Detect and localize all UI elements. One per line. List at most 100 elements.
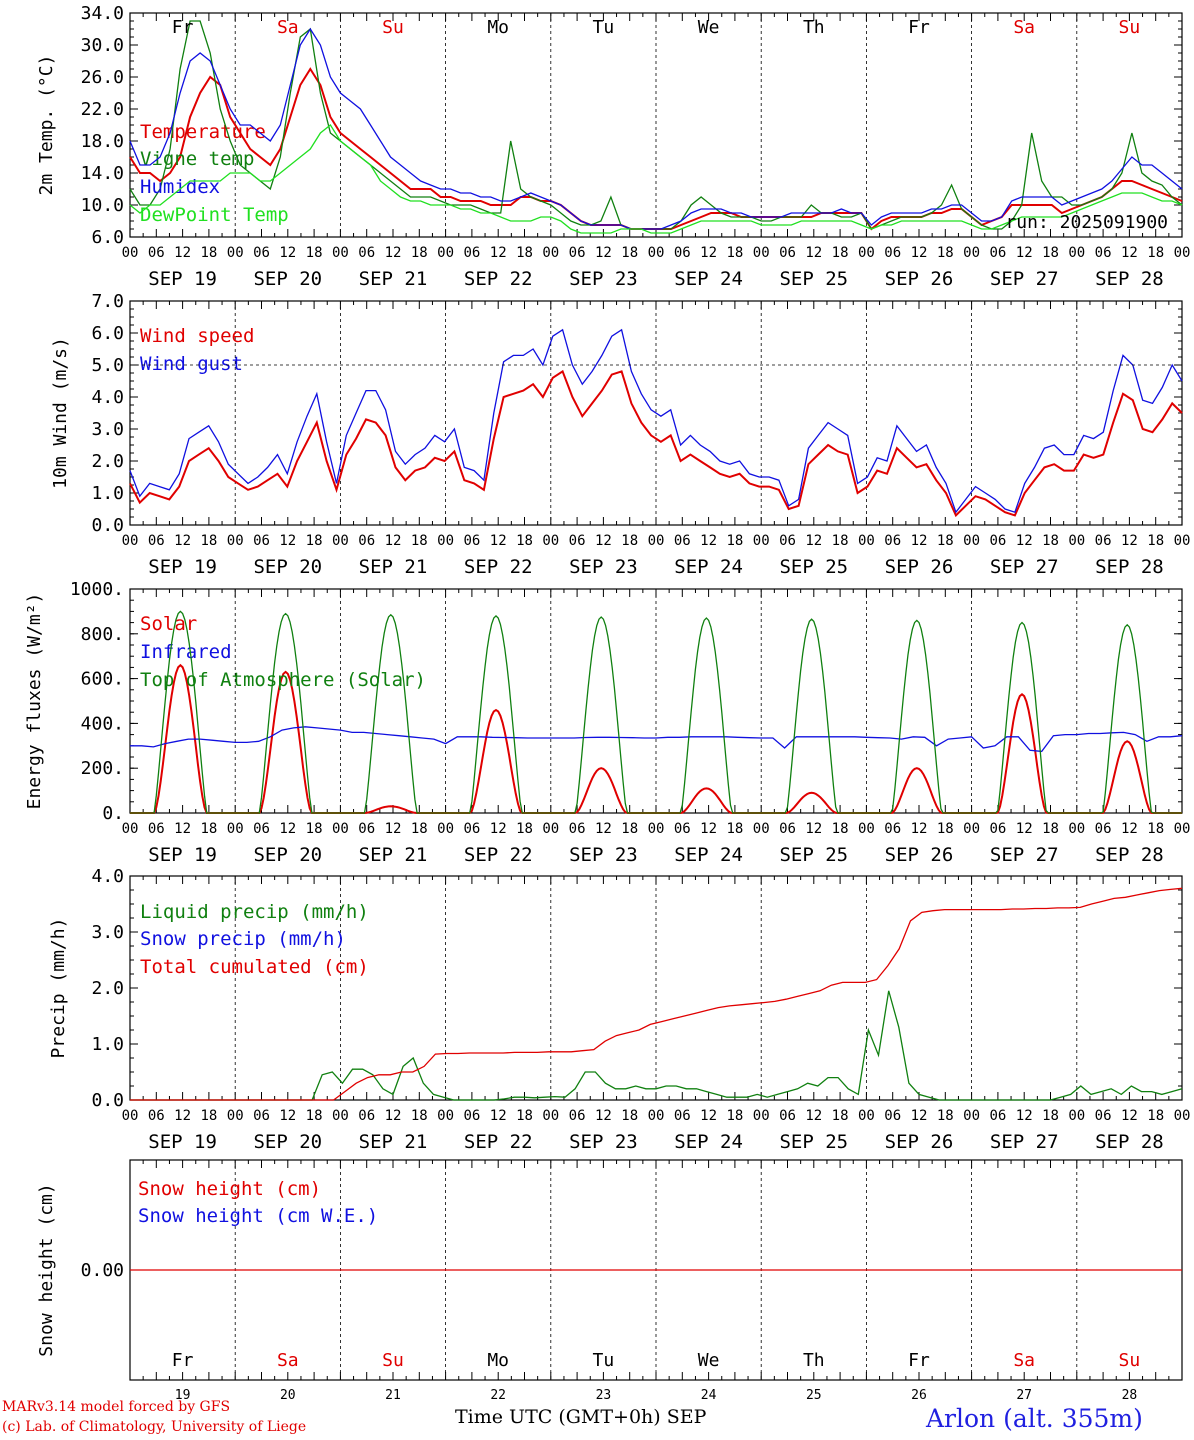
y-tick-label: 800.	[81, 624, 124, 645]
hour-tick-label: 18	[306, 245, 323, 261]
lab-credit: (c) Lab. of Climatology, University of L…	[2, 1419, 307, 1435]
y-tick-label: 34.0	[81, 3, 124, 24]
y-tick-label: 200.	[81, 758, 124, 779]
hour-tick-label: 00	[332, 245, 349, 261]
date-label: SEP 24	[674, 268, 743, 290]
legend-dewpoint-temp: DewPoint Temp	[140, 204, 289, 226]
series-line-infrared	[130, 726, 1183, 753]
series-line-top-of-atmosphere-solar-	[130, 610, 1182, 814]
hour-tick-label: 06	[1095, 245, 1112, 261]
y-axis-label: Energy fluxes (W/m²)	[24, 593, 45, 810]
date-label: SEP 24	[674, 556, 743, 578]
hour-tick-label: 06	[1095, 821, 1112, 837]
location-label: Arlon (alt. 355m)	[926, 1404, 1143, 1433]
y-tick-label: 0.0	[91, 515, 124, 536]
y-tick-label: 400.	[81, 713, 124, 734]
legend-wind-speed: Wind speed	[140, 325, 254, 347]
hour-tick-label: 12	[911, 821, 928, 837]
legend-wind-gust: Wind gust	[140, 353, 243, 375]
hour-tick-label: 18	[411, 245, 428, 261]
hour-tick-label: 06	[253, 533, 270, 549]
hour-tick-label: 00	[122, 245, 139, 261]
hour-tick-label: 18	[726, 533, 743, 549]
hour-tick-label: 18	[621, 1108, 638, 1124]
weekday-label: Sa	[277, 1350, 299, 1371]
hour-tick-label: 18	[516, 821, 533, 837]
hour-tick-label: 06	[779, 1108, 796, 1124]
hour-tick-label: 06	[358, 1108, 375, 1124]
hour-tick-label: 18	[937, 245, 954, 261]
hour-tick-label: 06	[253, 821, 270, 837]
hour-tick-label: 18	[200, 533, 217, 549]
date-label: SEP 22	[464, 1131, 533, 1153]
y-tick-label: 7.0	[91, 291, 124, 312]
legend-snow-precip-mm-h-: Snow precip (mm/h)	[140, 928, 346, 950]
day-number: 26	[911, 1388, 927, 1403]
hour-tick-label: 12	[700, 533, 717, 549]
day-number: 27	[1016, 1388, 1032, 1403]
legend-solar: Solar	[140, 613, 197, 635]
date-label: SEP 25	[779, 268, 848, 290]
legend-liquid-precip-mm-h-: Liquid precip (mm/h)	[140, 901, 369, 923]
date-label: SEP 26	[885, 268, 954, 290]
hour-tick-label: 00	[227, 1108, 244, 1124]
hour-tick-label: 18	[1042, 1108, 1059, 1124]
hour-tick-label: 18	[937, 1108, 954, 1124]
y-tick-label: 26.0	[81, 67, 124, 88]
hour-tick-label: 06	[569, 821, 586, 837]
hour-tick-label: 12	[385, 245, 402, 261]
panel-2: 0.0 1.0 2.0 3.0 4.0 5.0 6.0 7.0 10m Wind (m/s) 00…	[50, 291, 1190, 578]
date-label: SEP 21	[359, 268, 428, 290]
panel-frame	[129, 588, 1183, 814]
hour-tick-label: 00	[542, 245, 559, 261]
hour-tick-label: 00	[963, 245, 980, 261]
hour-tick-label: 18	[306, 533, 323, 549]
date-label: SEP 22	[464, 844, 533, 866]
date-label: SEP 24	[674, 844, 743, 866]
weekday-label: Sa	[1013, 1350, 1035, 1371]
hour-tick-label: 06	[148, 245, 165, 261]
weekday-label: Th	[803, 1350, 825, 1371]
y-tick-label: 18.0	[81, 131, 124, 152]
hour-tick-label: 00	[1068, 533, 1085, 549]
hour-tick-label: 00	[648, 821, 665, 837]
weekday-label: Mo	[487, 17, 509, 38]
hour-tick-label: 00	[437, 533, 454, 549]
date-label: SEP 21	[359, 1131, 428, 1153]
hour-tick-label: 12	[174, 821, 191, 837]
hour-tick-label: 00	[858, 533, 875, 549]
panel-5: 0.00 Snow height (cm) Snow height (cm) Snow…	[36, 1159, 1183, 1403]
hour-tick-label: 18	[621, 245, 638, 261]
hour-tick-label: 12	[595, 245, 612, 261]
hour-tick-label: 12	[595, 533, 612, 549]
y-tick-label: 3.0	[91, 419, 124, 440]
series-line-dewpoint-temp	[129, 124, 1183, 234]
hour-tick-label: 06	[884, 533, 901, 549]
hour-tick-label: 18	[726, 245, 743, 261]
hour-tick-label: 12	[595, 1108, 612, 1124]
hour-tick-label: 12	[1121, 245, 1138, 261]
hour-tick-label: 18	[306, 821, 323, 837]
day-number: 22	[490, 1388, 506, 1403]
date-label: SEP 23	[569, 268, 638, 290]
hour-tick-label: 12	[385, 821, 402, 837]
hour-tick-label: 12	[1121, 1108, 1138, 1124]
hour-tick-label: 18	[200, 245, 217, 261]
date-label: SEP 20	[253, 268, 322, 290]
hour-tick-label: 18	[832, 533, 849, 549]
panel-4: 0.0 1.0 2.0 3.0 4.0 Precip (mm/h) 00 06 12 18 SEP …	[48, 866, 1190, 1153]
y-axis-label: 2m Temp. (°C)	[36, 55, 57, 196]
hour-tick-label: 06	[779, 821, 796, 837]
hour-tick-label: 00	[122, 533, 139, 549]
hour-tick-label: 12	[279, 821, 296, 837]
weekday-label: Su	[382, 1350, 404, 1371]
hour-tick-label: 06	[989, 533, 1006, 549]
date-label: SEP 19	[148, 268, 217, 290]
weekday-label: Su	[382, 17, 404, 38]
hour-tick-label: 06	[463, 245, 480, 261]
date-label: SEP 21	[359, 556, 428, 578]
hour-tick-label: 18	[1042, 533, 1059, 549]
hour-tick-label: 00	[437, 1108, 454, 1124]
legend-top-of-atmosphere-solar-: Top of Atmosphere (Solar)	[140, 669, 426, 691]
hour-tick-label: 06	[989, 245, 1006, 261]
